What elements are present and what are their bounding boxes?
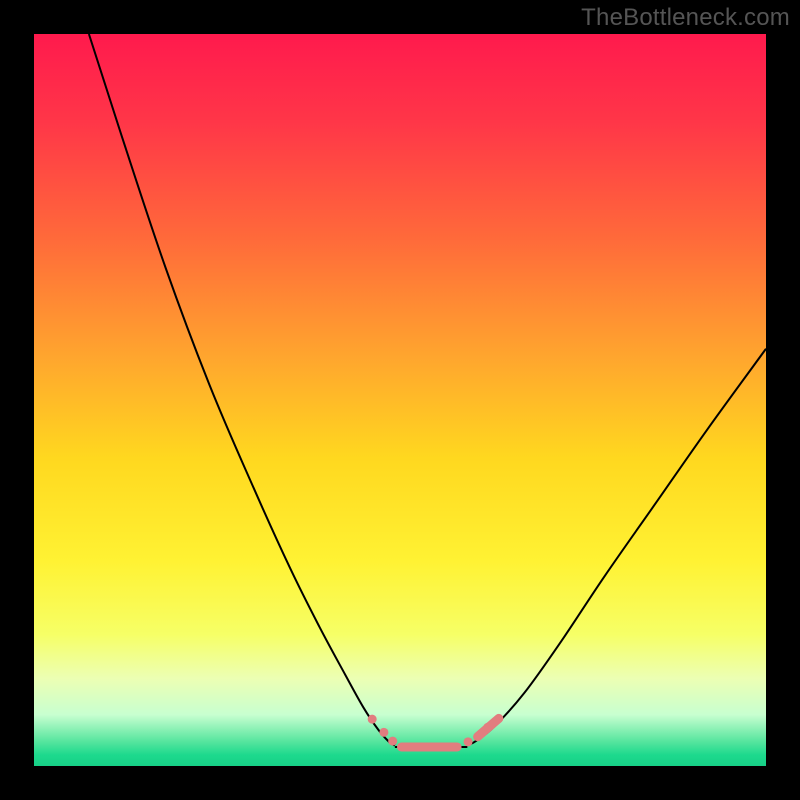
pink-left-dot-1 — [379, 728, 388, 737]
plot-background-gradient — [34, 34, 766, 766]
pink-right-dot-0 — [464, 737, 473, 746]
pink-left-dot-2 — [388, 737, 397, 746]
watermark-text: TheBottleneck.com — [581, 4, 790, 32]
pink-left-dot-0 — [368, 715, 377, 724]
bottleneck-chart — [0, 0, 800, 800]
pink-right-dot-1 — [483, 723, 492, 732]
